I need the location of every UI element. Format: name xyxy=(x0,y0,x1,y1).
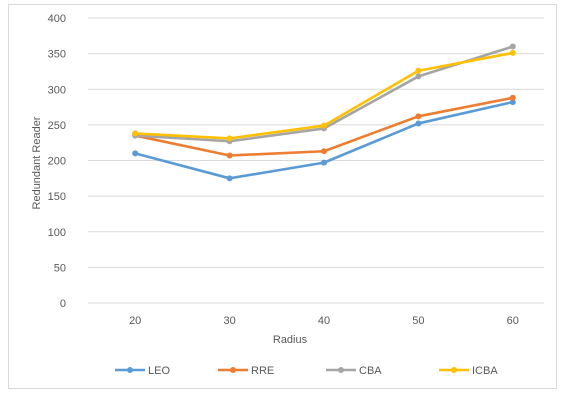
x-tick-label: 50 xyxy=(412,315,424,327)
data-point xyxy=(132,150,139,157)
data-point xyxy=(509,94,516,101)
legend: LEO RRE CBA ICBA xyxy=(115,365,498,377)
y-tick-label: 100 xyxy=(48,227,66,239)
y-tick-label: 250 xyxy=(48,120,66,132)
chart-border xyxy=(8,4,557,389)
legend-item-cba: CBA xyxy=(326,365,382,377)
legend-label: ICBA xyxy=(472,365,498,377)
legend-marker xyxy=(127,367,133,373)
y-tick-label: 200 xyxy=(48,156,66,168)
y-axis-title: Redundant Reader xyxy=(31,116,43,209)
data-point xyxy=(226,175,233,182)
legend-item-rre: RRE xyxy=(218,365,274,377)
data-point xyxy=(226,135,233,142)
y-tick-label: 400 xyxy=(48,13,66,25)
data-point xyxy=(415,73,422,80)
legend-marker xyxy=(338,367,344,373)
y-tick-label: 300 xyxy=(48,84,66,96)
x-tick-label: 20 xyxy=(129,315,141,327)
x-tick-label: 40 xyxy=(318,315,330,327)
x-axis-title: Radius xyxy=(273,334,308,346)
y-tick-label: 50 xyxy=(54,262,66,274)
legend-marker xyxy=(230,367,236,373)
legend-label: CBA xyxy=(359,365,382,377)
y-tick-label: 0 xyxy=(60,298,66,310)
data-point xyxy=(509,43,516,50)
series-icba xyxy=(132,49,516,142)
data-point xyxy=(509,99,516,106)
data-point xyxy=(415,120,422,127)
data-point xyxy=(321,148,327,155)
data-point xyxy=(226,152,233,159)
legend-item-leo: LEO xyxy=(115,365,170,377)
data-point xyxy=(415,113,422,120)
legend-label: LEO xyxy=(148,365,170,377)
series-cba xyxy=(132,43,516,145)
legend-marker xyxy=(451,367,457,373)
series-lines xyxy=(132,43,516,182)
y-tick-label: 150 xyxy=(48,191,66,203)
data-point xyxy=(321,122,327,129)
x-tick-label: 60 xyxy=(507,315,519,327)
x-axis-tick-labels: 20 30 40 50 60 xyxy=(129,315,519,327)
data-point xyxy=(321,159,327,166)
data-point xyxy=(415,67,422,74)
legend-item-icba: ICBA xyxy=(439,365,498,377)
y-axis-tick-labels: 0 50 100 150 200 250 300 350 400 xyxy=(48,13,66,310)
data-point xyxy=(509,49,516,56)
y-tick-label: 350 xyxy=(48,49,66,61)
x-tick-label: 30 xyxy=(223,315,235,327)
legend-label: RRE xyxy=(251,365,274,377)
series-leo xyxy=(132,99,516,182)
data-point xyxy=(132,130,139,137)
